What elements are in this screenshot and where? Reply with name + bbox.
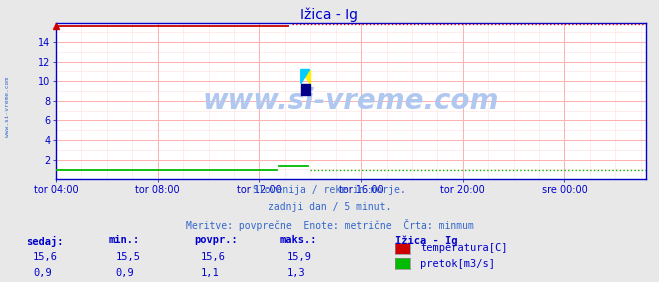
Text: 15,6: 15,6 — [201, 252, 226, 262]
Text: sedaj:: sedaj: — [26, 235, 64, 246]
Text: Ižica - Ig: Ižica - Ig — [395, 235, 458, 246]
Polygon shape — [301, 70, 310, 83]
Text: 15,6: 15,6 — [33, 252, 58, 262]
Text: maks.:: maks.: — [280, 235, 318, 245]
Text: zadnji dan / 5 minut.: zadnji dan / 5 minut. — [268, 202, 391, 212]
Text: www.si-vreme.com: www.si-vreme.com — [203, 87, 499, 115]
Text: 15,5: 15,5 — [115, 252, 140, 262]
Text: Meritve: povprečne  Enote: metrične  Črta: minmum: Meritve: povprečne Enote: metrične Črta:… — [186, 219, 473, 231]
Text: Slovenija / reke in morje.: Slovenija / reke in morje. — [253, 185, 406, 195]
Text: 1,1: 1,1 — [201, 268, 219, 278]
Text: 0,9: 0,9 — [33, 268, 51, 278]
Text: 0,9: 0,9 — [115, 268, 134, 278]
Text: min.:: min.: — [109, 235, 140, 245]
Text: 1,3: 1,3 — [287, 268, 305, 278]
Text: pretok[m3/s]: pretok[m3/s] — [420, 259, 496, 269]
Text: 15,9: 15,9 — [287, 252, 312, 262]
Text: Ižica - Ig: Ižica - Ig — [301, 7, 358, 21]
Text: www.si-vreme.com: www.si-vreme.com — [5, 77, 11, 137]
Text: povpr.:: povpr.: — [194, 235, 238, 245]
Text: temperatura[C]: temperatura[C] — [420, 243, 508, 253]
Polygon shape — [301, 70, 310, 83]
Polygon shape — [301, 83, 310, 94]
